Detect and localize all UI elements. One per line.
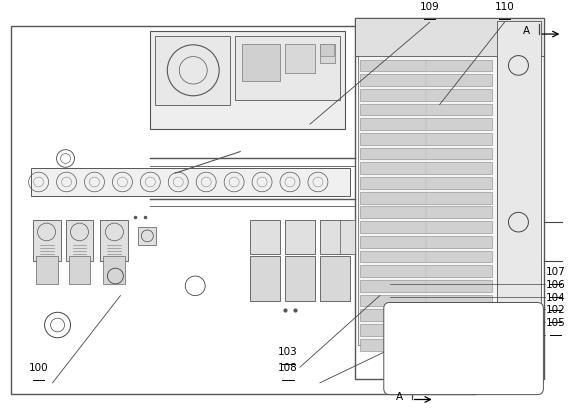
FancyBboxPatch shape	[384, 303, 543, 395]
Bar	[66, 221, 93, 262]
Bar	[33, 221, 60, 262]
Bar	[285, 221, 315, 255]
Bar	[320, 45, 335, 64]
Text: 102: 102	[545, 305, 565, 315]
Bar	[250, 257, 280, 301]
Text: A: A	[396, 391, 403, 400]
Bar	[242, 45, 280, 82]
Bar	[104, 257, 126, 284]
Bar	[320, 45, 334, 56]
Bar	[250, 221, 280, 255]
Text: 103: 103	[278, 346, 298, 357]
Bar	[69, 257, 90, 284]
Bar	[360, 148, 491, 160]
Bar	[360, 324, 491, 336]
Bar	[360, 178, 491, 189]
Bar	[285, 257, 315, 301]
Bar	[360, 163, 491, 175]
Text: 105: 105	[545, 317, 565, 327]
Bar	[360, 339, 491, 351]
Bar	[100, 221, 128, 262]
Text: A: A	[523, 26, 530, 36]
Bar	[31, 169, 350, 196]
Bar	[150, 32, 345, 130]
Bar	[235, 37, 340, 101]
Bar	[360, 236, 491, 248]
Bar	[138, 227, 156, 245]
Bar	[360, 75, 491, 87]
Bar	[360, 222, 491, 234]
Bar	[156, 37, 230, 106]
Bar	[358, 56, 498, 345]
Bar	[360, 90, 491, 101]
Bar	[360, 104, 491, 116]
Bar	[526, 338, 533, 360]
Bar	[360, 61, 491, 72]
Bar	[360, 251, 491, 263]
Bar	[394, 338, 401, 360]
Bar	[360, 265, 491, 277]
Text: 106: 106	[545, 279, 565, 289]
Text: 109: 109	[420, 2, 439, 11]
Bar	[36, 257, 58, 284]
Bar	[11, 27, 475, 393]
Bar	[340, 221, 355, 255]
Bar	[320, 257, 350, 301]
Text: 100: 100	[29, 362, 48, 372]
Bar	[360, 280, 491, 292]
Text: 107: 107	[545, 266, 565, 276]
Bar	[285, 45, 315, 74]
Bar	[498, 22, 541, 380]
Bar	[360, 119, 491, 131]
Text: 108: 108	[278, 362, 298, 372]
Text: 104: 104	[545, 292, 565, 302]
Bar	[360, 310, 491, 321]
Bar	[355, 19, 544, 56]
Text: 110: 110	[495, 2, 514, 11]
Bar	[360, 207, 491, 219]
Bar	[360, 295, 491, 307]
Bar	[320, 221, 350, 255]
Bar	[355, 19, 544, 379]
Bar	[360, 192, 491, 204]
Bar	[360, 134, 491, 146]
